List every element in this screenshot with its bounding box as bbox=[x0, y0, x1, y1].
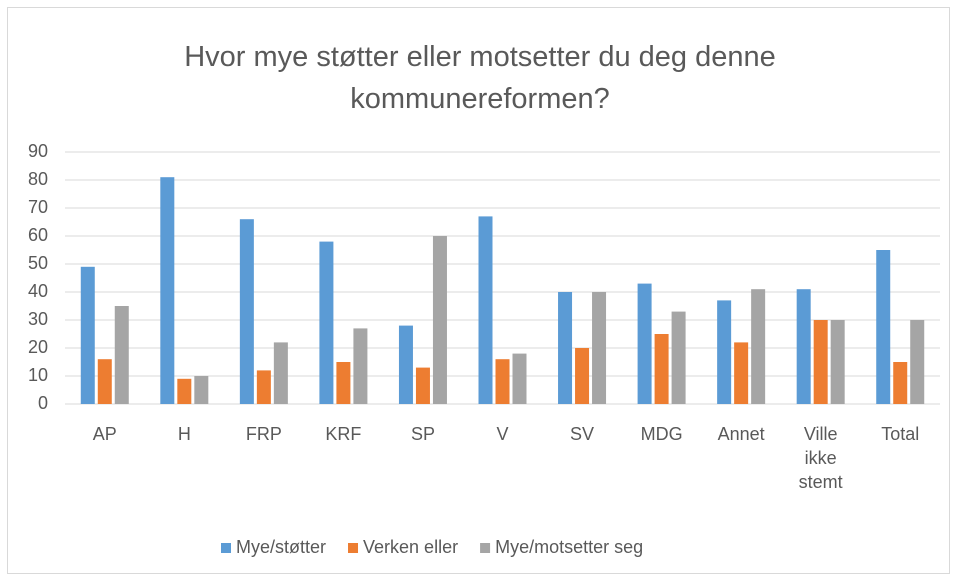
bar bbox=[177, 378, 192, 404]
bar bbox=[239, 219, 254, 404]
bar bbox=[97, 359, 112, 404]
bar bbox=[80, 266, 95, 404]
bar bbox=[796, 289, 811, 404]
bar bbox=[256, 370, 271, 404]
bar bbox=[717, 300, 732, 404]
bar bbox=[813, 320, 828, 404]
y-tick-label: 40 bbox=[28, 281, 48, 301]
x-tick-label: Annet bbox=[717, 424, 765, 444]
y-tick-label: 50 bbox=[28, 253, 48, 273]
legend-swatch bbox=[348, 543, 359, 553]
bar bbox=[512, 353, 527, 404]
bar bbox=[160, 177, 175, 404]
legend-label: Mye/støtter bbox=[236, 537, 326, 557]
y-tick-label: 30 bbox=[28, 309, 48, 329]
x-tick-label: MDG bbox=[640, 424, 683, 444]
bar bbox=[432, 236, 447, 404]
bar bbox=[671, 311, 686, 404]
bar bbox=[830, 320, 845, 404]
bar bbox=[893, 362, 908, 404]
bar bbox=[751, 289, 766, 404]
chart-title: Hvor mye støtter eller motsetter du deg … bbox=[184, 41, 776, 115]
bar bbox=[575, 348, 590, 404]
legend-label: Mye/motsetter seg bbox=[495, 537, 643, 557]
y-tick-label: 60 bbox=[28, 225, 48, 245]
bar bbox=[273, 342, 288, 404]
bar bbox=[398, 325, 413, 404]
bar bbox=[592, 292, 607, 404]
x-tick-label: H bbox=[177, 424, 191, 444]
x-tick-label: SV bbox=[570, 424, 595, 444]
bar bbox=[876, 250, 891, 404]
x-tick-label: SP bbox=[410, 424, 435, 444]
y-tick-label: 0 bbox=[38, 393, 48, 413]
bar bbox=[336, 362, 351, 404]
y-tick-label: 80 bbox=[28, 169, 48, 189]
bar bbox=[194, 376, 209, 404]
x-tick-label: AP bbox=[92, 424, 117, 444]
y-tick-label: 10 bbox=[28, 365, 48, 385]
bar bbox=[114, 306, 129, 404]
y-tick-label: 70 bbox=[28, 197, 48, 217]
x-tick-label: Total bbox=[881, 424, 920, 444]
bar bbox=[353, 328, 368, 404]
bar bbox=[319, 241, 334, 404]
bar bbox=[734, 342, 749, 404]
bar bbox=[558, 292, 573, 404]
bar bbox=[637, 283, 652, 404]
legend-label: Verken eller bbox=[363, 537, 458, 557]
legend-swatch bbox=[480, 543, 491, 553]
y-tick-label: 90 bbox=[28, 141, 48, 161]
bar bbox=[654, 334, 669, 404]
bar bbox=[495, 359, 510, 404]
bar bbox=[910, 320, 925, 404]
x-tick-label: Ville ikke stemt bbox=[798, 424, 843, 492]
bar bbox=[415, 367, 430, 404]
x-tick-label: V bbox=[496, 424, 509, 444]
legend-swatch bbox=[221, 543, 231, 553]
bar bbox=[478, 216, 493, 404]
x-tick-label: FRP bbox=[245, 424, 282, 444]
x-tick-label: KRF bbox=[325, 424, 362, 444]
y-tick-label: 20 bbox=[28, 337, 48, 357]
